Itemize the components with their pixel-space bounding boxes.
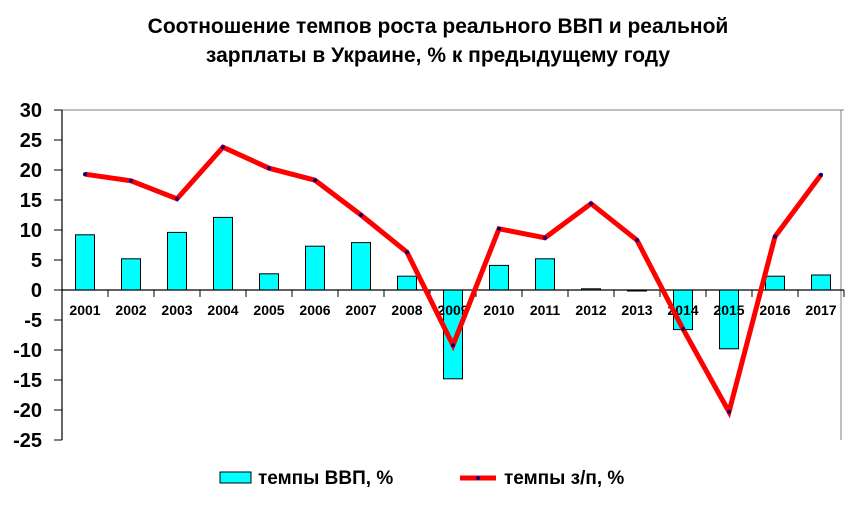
x-tick-label: 2012 bbox=[575, 302, 606, 318]
wage-marker bbox=[83, 172, 87, 177]
y-tick-label: -15 bbox=[13, 370, 42, 392]
wage-marker bbox=[635, 238, 639, 243]
gdp-bar bbox=[167, 231, 187, 291]
wage-marker bbox=[405, 250, 409, 255]
wage-marker bbox=[129, 178, 133, 183]
y-tick-label: -10 bbox=[13, 340, 42, 362]
wage-marker bbox=[359, 213, 363, 217]
x-tick-label: 2016 bbox=[759, 302, 790, 318]
wage-marker bbox=[497, 226, 501, 231]
wage-marker bbox=[727, 409, 731, 414]
gdp-bar bbox=[213, 216, 233, 291]
x-tick-label: 2001 bbox=[69, 302, 100, 318]
wage-marker bbox=[175, 196, 179, 201]
y-tick-label: -25 bbox=[13, 430, 42, 452]
gdp-bar bbox=[351, 242, 371, 291]
x-tick-label: 2002 bbox=[115, 302, 146, 318]
gdp-bar bbox=[121, 258, 141, 291]
gdp-bar bbox=[75, 234, 95, 291]
gdp-bar bbox=[535, 258, 555, 291]
gdp-bar bbox=[765, 275, 785, 291]
wage-marker bbox=[313, 178, 317, 183]
x-tick-label: 2003 bbox=[161, 302, 192, 318]
y-tick-label: 10 bbox=[20, 220, 42, 242]
y-tick-label: 25 bbox=[20, 130, 42, 152]
wage-marker bbox=[819, 172, 823, 177]
x-tick-label: 2015 bbox=[713, 302, 744, 318]
chart-title: Соотношение темпов роста реального ВВП и… bbox=[0, 12, 856, 70]
x-tick-label: 2007 bbox=[345, 302, 376, 318]
legend-gdp-swatch bbox=[219, 471, 252, 484]
gdp-bar bbox=[397, 275, 417, 291]
x-tick-label: 2009 bbox=[437, 302, 468, 318]
x-tick-label: 2013 bbox=[621, 302, 652, 318]
y-tick-label: -5 bbox=[24, 310, 42, 332]
title-line-2: зарплаты в Украине, % к предыдущему году bbox=[205, 44, 671, 67]
wage-marker bbox=[221, 145, 225, 150]
y-tick-label: -20 bbox=[13, 400, 42, 422]
title-line-1: Соотношение темпов роста реального ВВП и… bbox=[147, 15, 729, 38]
x-tick-label: 2017 bbox=[805, 302, 836, 318]
y-tick-label: 15 bbox=[20, 190, 42, 212]
wage-marker bbox=[773, 234, 777, 239]
y-tick-label: 20 bbox=[20, 160, 42, 182]
legend-wage-marker bbox=[476, 476, 480, 480]
x-tick-label: 2011 bbox=[530, 302, 561, 318]
x-tick-label: 2010 bbox=[483, 302, 514, 318]
x-tick-label: 2008 bbox=[391, 302, 422, 318]
x-tick-label: 2006 bbox=[299, 302, 330, 318]
gdp-bar bbox=[489, 264, 509, 291]
gdp-bar bbox=[719, 289, 739, 350]
wage-marker bbox=[589, 201, 593, 206]
y-tick-label: 5 bbox=[31, 250, 42, 272]
x-tick-label: 2005 bbox=[253, 302, 284, 318]
wage-marker bbox=[681, 327, 685, 331]
y-tick-label: 30 bbox=[20, 100, 42, 122]
wage-marker bbox=[543, 235, 547, 240]
wage-marker bbox=[267, 166, 271, 171]
legend-gdp-label: темпы ВВП, % bbox=[258, 468, 393, 489]
gdp-bar bbox=[811, 274, 831, 291]
gdp-bar bbox=[305, 245, 325, 291]
legend-wage-label: темпы з/п, % bbox=[504, 468, 624, 489]
x-tick-label: 2004 bbox=[207, 302, 238, 318]
gdp-bar bbox=[259, 273, 279, 291]
y-tick-label: 0 bbox=[31, 280, 42, 302]
wage-marker bbox=[451, 343, 455, 348]
